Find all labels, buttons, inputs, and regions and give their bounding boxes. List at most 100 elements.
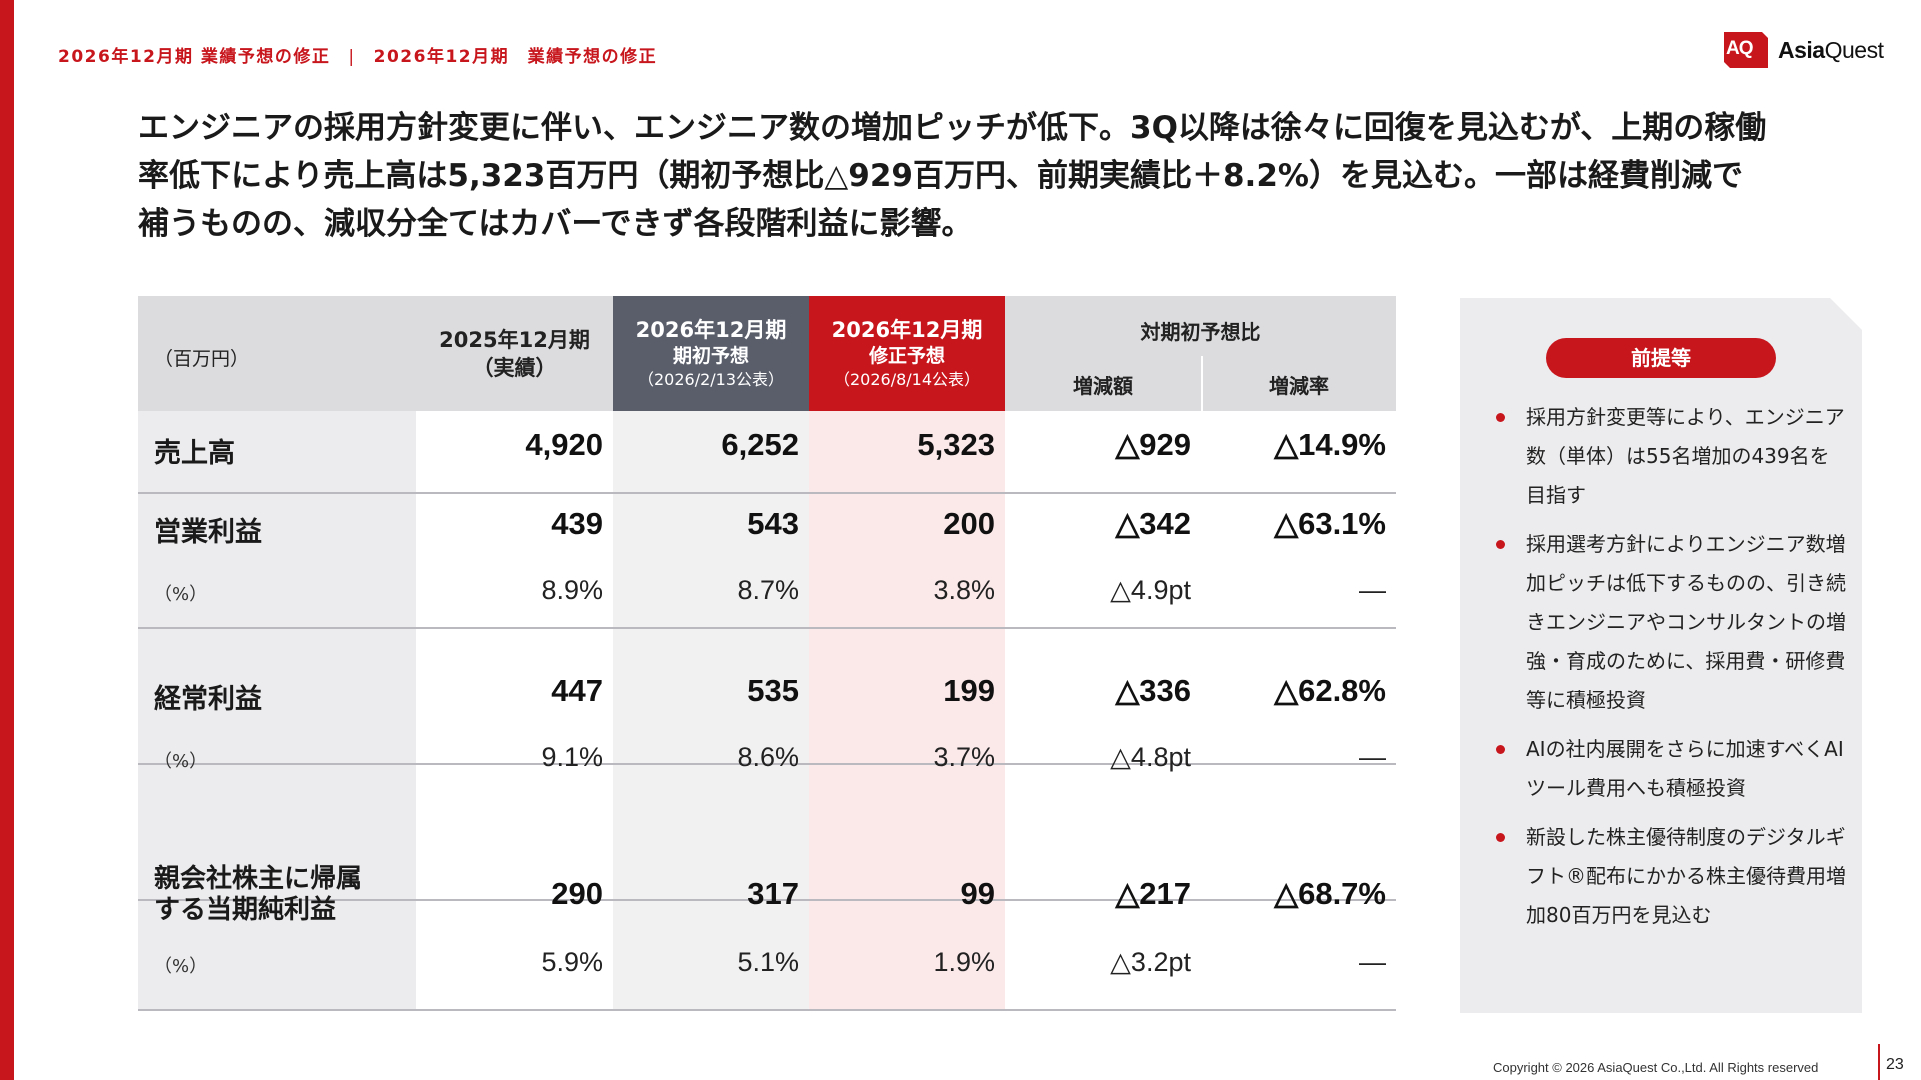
assumption-item: 採用選考方針によりエンジニア数増加ピッチは低下するものの、引き続きエンジニアやコ… [1496,525,1846,720]
header-revised-plan: 2026年12月期 修正予想 （2026/8/14公表） [809,296,1005,411]
headline-line-2: 率低下により売上高は5,323百万円（期初予想比△929百万円、前期実績比＋8.… [138,158,1743,194]
net-margin-rate: ― [1359,947,1386,977]
row-label-operating-profit: 営業利益 [154,517,262,548]
forecast-table: （百万円） 2025年12月期 （実績） 2026年12月期 期初予想 （202… [138,296,1396,1011]
breadcrumb-separator: | [348,47,356,67]
assumption-item: 採用方針変更等により、エンジニア数（単体）は55名増加の439名を目指す [1496,398,1846,515]
header-rev-date: （2026/8/14公表） [833,370,981,389]
ord-profit-diff: △336 [1115,673,1191,708]
net-margin-plan: 5.1% [737,947,799,977]
net-income-rate: △68.7% [1274,876,1386,911]
header-rate: 増減率 [1269,374,1329,398]
row-divider [138,899,1396,901]
row-divider [138,627,1396,629]
op-margin-revised: 3.8% [933,575,995,605]
net-income-2025: 290 [551,876,603,911]
header-divider [1201,356,1203,411]
copyright-notice: Copyright © 2026 AsiaQuest Co.,Ltd. All … [1493,1060,1819,1075]
logo-wordmark: AsiaQuest [1778,37,1884,64]
header-fy2025: 2025年12月期 （実績） [416,296,613,411]
breadcrumb-section: 2026年12月期 業績予想の修正 [58,47,331,67]
headline-summary: エンジニアの採用方針変更に伴い、エンジニア数の増加ピッチが低下。3Q以降は徐々に… [138,104,1778,248]
assumption-text: 採用方針変更等により、エンジニア数（単体）は55名増加の439名を目指す [1526,405,1845,507]
net-income-diff: △217 [1115,876,1191,911]
ord-margin-2025: 9.1% [541,742,603,772]
header-fy2025-title: 2025年12月期 [439,328,590,352]
bullet-dot-icon [1496,745,1505,754]
page-number: 23 [1886,1056,1904,1073]
breadcrumb-page: 2026年12月期 業績予想の修正 [373,47,658,67]
op-margin-2025: 8.9% [541,575,603,605]
ord-profit-2025: 447 [551,673,603,708]
header-plan-date: （2026/2/13公表） [637,370,785,389]
op-margin-plan: 8.7% [737,575,799,605]
assumption-item: AIの社内展開をさらに加速すべくAIツール費用へも積極投資 [1496,730,1846,808]
net-income-revised: 99 [960,876,995,911]
logo-word-quest: Quest [1824,37,1884,63]
assumption-item: 新設した株主優待制度のデジタルギフト®配布にかかる株主優待費用増加80百万円を見… [1496,818,1846,935]
net-margin-2025: 5.9% [541,947,603,977]
header-vs-initial: 対期初予想比 増減額 増減率 [1005,296,1396,411]
unit-label: （百万円） [154,348,250,370]
sales-rate: △14.9% [1274,427,1386,462]
breadcrumb: 2026年12月期 業績予想の修正 | 2026年12月期 業績予想の修正 [58,42,657,67]
op-margin-label: （%） [154,584,208,605]
header-rev-sub: 修正予想 [868,345,945,367]
bullet-dot-icon [1496,540,1505,549]
headline-line-1: エンジニアの採用方針変更に伴い、エンジニア数の増加ピッチが低下。3Q以降は徐々に… [138,110,1767,146]
header-plan-title: 2026年12月期 [635,318,787,342]
net-margin-label: （%） [154,956,208,977]
assumption-text: 採用選考方針によりエンジニア数増加ピッチは低下するものの、引き続きエンジニアやコ… [1526,532,1846,712]
sales-revised: 5,323 [917,427,995,462]
net-income-label-line-2: する当期純利益 [154,895,337,925]
ord-margin-label: （%） [154,751,208,772]
company-logo: AQ AsiaQuest [1722,28,1892,72]
ord-margin-diff: △4.8pt [1110,742,1191,772]
headline-line-3: 補うものの、減収分全てはカバーできず各段階利益に影響。 [138,206,973,242]
assumptions-list: 採用方針変更等により、エンジニア数（単体）は55名増加の439名を目指す 採用選… [1496,398,1846,945]
bullet-dot-icon [1496,413,1505,422]
accent-side-bar [0,0,14,1080]
page-number-divider [1878,1044,1880,1080]
row-label-ordinary-profit: 経常利益 [154,684,262,715]
sales-plan: 6,252 [721,427,799,462]
net-income-label-line-1: 親会社株主に帰属 [154,864,363,894]
revised-column-bg [809,411,1005,1011]
logo-flag-icon [1724,32,1768,68]
op-profit-revised: 200 [943,506,995,541]
ord-profit-revised: 199 [943,673,995,708]
net-margin-revised: 1.9% [933,947,995,977]
assumptions-panel: 前提等 採用方針変更等により、エンジニア数（単体）は55名増加の439名を目指す… [1460,298,1862,1013]
header-rev-title: 2026年12月期 [831,318,983,342]
op-margin-rate: ― [1359,575,1386,605]
plan-column-bg [613,411,809,1011]
logo-mark: AQ [1726,38,1753,59]
assumptions-title: 前提等 [1546,338,1776,378]
table-bottom-border [138,1009,1396,1011]
net-income-plan: 317 [747,876,799,911]
op-profit-rate: △63.1% [1274,506,1386,541]
bullet-dot-icon [1496,833,1505,842]
ord-margin-revised: 3.7% [933,742,995,772]
sales-2025: 4,920 [525,427,603,462]
row-label-net-income: 親会社株主に帰属 する当期純利益 [154,864,362,926]
op-margin-diff: △4.9pt [1110,575,1191,605]
ord-profit-plan: 535 [747,673,799,708]
header-unit: （百万円） [138,296,416,411]
header-plan-sub: 期初予想 [672,345,749,367]
op-profit-plan: 543 [747,506,799,541]
assumption-text: AIの社内展開をさらに加速すべくAIツール費用へも積極投資 [1526,737,1844,800]
assumption-text: 新設した株主優待制度のデジタルギフト®配布にかかる株主優待費用増加80百万円を見… [1526,825,1846,927]
op-profit-2025: 439 [551,506,603,541]
ord-profit-rate: △62.8% [1274,673,1386,708]
row-divider [138,763,1396,765]
ord-margin-rate: ― [1359,742,1386,772]
header-vs-initial-title: 対期初予想比 [1140,320,1261,344]
ord-margin-plan: 8.6% [737,742,799,772]
header-initial-plan: 2026年12月期 期初予想 （2026/2/13公表） [613,296,809,411]
label-column-bg [138,411,416,1011]
header-fy2025-sub: （実績） [472,356,557,380]
logo-word-asia: Asia [1778,37,1825,63]
net-margin-diff: △3.2pt [1110,947,1191,977]
sales-diff: △929 [1115,427,1191,462]
